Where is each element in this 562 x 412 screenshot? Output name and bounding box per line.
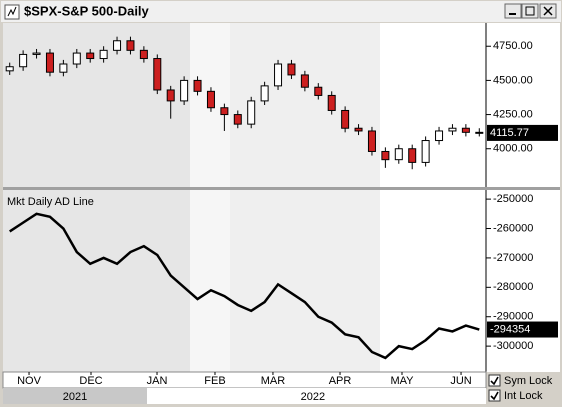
candle-body	[5, 66, 14, 72]
candle-body	[19, 53, 28, 68]
candle-body	[247, 100, 256, 125]
candle-body	[153, 58, 162, 91]
title-bar	[1, 1, 561, 22]
app-icon-glyph	[7, 6, 17, 17]
year-label: 2021	[63, 391, 87, 403]
y-tick-label: 4750.00	[493, 40, 533, 52]
year-strip	[147, 388, 486, 404]
checkbox[interactable]	[488, 389, 501, 402]
y-tick-label: -250000	[493, 193, 533, 205]
minimize-button[interactable]	[504, 3, 522, 19]
candle-body	[113, 40, 122, 51]
candle-body	[99, 49, 108, 60]
x-tick-label: APR	[329, 375, 352, 387]
x-tick-label: DEC	[79, 375, 102, 387]
ad-line	[9, 212, 480, 360]
last-value-label: 4115.77	[490, 127, 529, 139]
candle-body	[327, 94, 336, 111]
checkbox[interactable]	[488, 374, 501, 387]
candle-body	[394, 148, 403, 161]
candle-body	[341, 109, 350, 129]
candle-body	[180, 79, 189, 102]
panel-divider	[3, 187, 560, 190]
candle-body	[32, 52, 41, 55]
x-tick-label: FEB	[204, 375, 225, 387]
checkmark	[490, 391, 499, 401]
axis-background	[486, 23, 560, 372]
candle-body	[193, 79, 202, 92]
last-value-label: -294354	[490, 323, 530, 335]
y-tick-label: -270000	[493, 252, 533, 264]
candle-body	[126, 40, 135, 51]
candle-body	[45, 52, 54, 73]
x-tick-label: JAN	[147, 375, 168, 387]
candle-body	[59, 63, 68, 73]
year-strip	[3, 388, 147, 404]
year-label: 2022	[301, 391, 325, 403]
checkmark	[490, 376, 499, 386]
candle-body	[72, 52, 81, 65]
last-value-box	[487, 124, 558, 141]
window-title: $SPX-S&P 500-Daily	[24, 3, 150, 18]
y-tick-label: 4250.00	[493, 108, 533, 120]
candle-body	[314, 86, 323, 96]
month-strip	[2, 371, 487, 389]
candle-body	[233, 114, 242, 125]
candle-body	[408, 148, 417, 163]
candle-body	[220, 107, 229, 116]
candle-body	[367, 130, 376, 152]
y-tick-label: -280000	[493, 281, 533, 293]
x-tick-label: MAR	[261, 375, 286, 387]
candle-body	[354, 127, 363, 132]
candle-body	[475, 131, 484, 134]
candle-body	[139, 49, 148, 60]
candle-body	[435, 130, 444, 142]
candle-body	[287, 63, 296, 76]
maximize-button[interactable]	[521, 3, 539, 19]
candle-body	[448, 127, 457, 132]
window-buttons[interactable]	[504, 3, 557, 19]
panel-title: Mkt Daily AD Line	[7, 196, 94, 208]
maximize-glyph	[525, 6, 535, 16]
candle-body	[206, 90, 215, 109]
period-shade	[190, 23, 230, 372]
x-tick-label: MAY	[390, 375, 414, 387]
candle-body	[274, 63, 283, 87]
candle-body	[86, 52, 95, 60]
candle-body	[260, 85, 269, 102]
y-tick-label: -260000	[493, 222, 533, 234]
y-tick-label: 4500.00	[493, 74, 533, 86]
candle-body	[381, 150, 390, 161]
last-value-box	[487, 321, 558, 338]
close-glyph	[543, 6, 553, 16]
y-tick-label: -300000	[493, 340, 533, 352]
candle-body	[461, 127, 470, 133]
y-tick-label: 4000.00	[493, 143, 533, 155]
candle-body	[166, 89, 175, 102]
x-tick-label: NOV	[17, 375, 42, 387]
x-tick-label: JUN	[450, 375, 471, 387]
candle-body	[300, 74, 309, 88]
checkbox-label[interactable]: Int Lock	[504, 390, 543, 402]
y-tick-label: -290000	[493, 311, 533, 323]
candle-body	[421, 140, 430, 163]
checkbox-label[interactable]: Sym Lock	[504, 375, 553, 387]
